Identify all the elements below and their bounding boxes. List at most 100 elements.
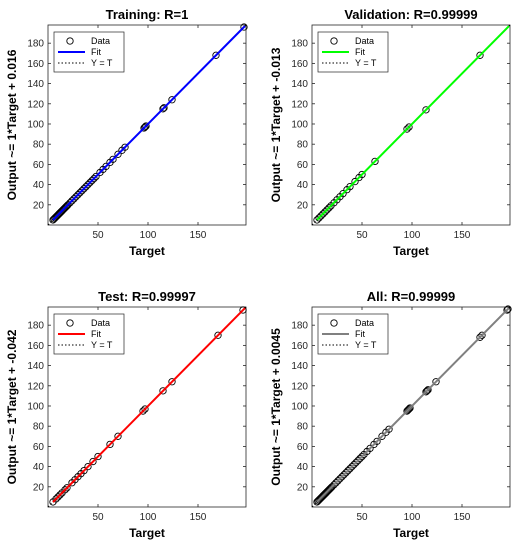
x-tick-label: 50 bbox=[92, 512, 104, 523]
data-point bbox=[68, 197, 76, 205]
data-point bbox=[88, 176, 96, 185]
y-tick-label: 40 bbox=[33, 462, 45, 473]
data-point bbox=[66, 199, 74, 207]
y-tick-label: 100 bbox=[27, 401, 44, 412]
chart-title: Training: R=1 bbox=[106, 7, 189, 22]
data-point bbox=[503, 306, 511, 314]
data-point bbox=[86, 178, 94, 187]
x-tick-label: 150 bbox=[454, 512, 471, 523]
y-tick-label: 100 bbox=[27, 119, 44, 130]
y-tick-label: 180 bbox=[291, 39, 308, 50]
data-point bbox=[106, 440, 114, 449]
data-point bbox=[74, 191, 82, 199]
data-point bbox=[62, 203, 70, 211]
fit-line bbox=[52, 307, 246, 503]
data-point bbox=[373, 437, 381, 445]
y-axis-label: Output ~= 1*Target + -0.013 bbox=[269, 47, 283, 202]
y-tick-label: 180 bbox=[291, 321, 308, 332]
legend-data-label: Data bbox=[91, 36, 110, 46]
y-tick-label: 60 bbox=[297, 160, 309, 171]
y-tick-label: 80 bbox=[33, 140, 45, 151]
data-point bbox=[342, 469, 350, 477]
legend-data-label: Data bbox=[91, 318, 110, 328]
legend-data-marker bbox=[66, 319, 74, 327]
data-point bbox=[56, 491, 64, 499]
data-point bbox=[358, 170, 366, 179]
x-tick-label: 100 bbox=[404, 512, 421, 523]
x-axis-label: Target bbox=[129, 244, 165, 258]
y-tick-label: 160 bbox=[291, 59, 308, 70]
data-point bbox=[168, 378, 176, 386]
data-point bbox=[476, 333, 484, 341]
data-point bbox=[371, 157, 379, 166]
y-tick-label: 160 bbox=[27, 59, 44, 70]
data-point bbox=[325, 204, 333, 212]
data-point bbox=[321, 208, 329, 216]
data-point bbox=[159, 105, 167, 113]
y-tick-label: 100 bbox=[291, 119, 308, 130]
data-point bbox=[159, 387, 167, 395]
data-point bbox=[142, 122, 150, 130]
y-tick-label: 60 bbox=[33, 160, 45, 171]
data-point bbox=[422, 106, 430, 114]
data-point bbox=[313, 216, 321, 224]
data-point bbox=[168, 96, 176, 104]
data-point bbox=[326, 485, 334, 493]
data-point bbox=[366, 444, 374, 453]
data-point bbox=[403, 125, 411, 133]
y-tick-label: 140 bbox=[27, 79, 44, 90]
x-tick-label: 50 bbox=[92, 230, 104, 241]
data-point bbox=[89, 457, 97, 466]
legend-data-label: Data bbox=[355, 36, 374, 46]
data-point bbox=[356, 454, 364, 463]
fit-line bbox=[316, 25, 510, 221]
legend-fit-label: Fit bbox=[91, 329, 101, 339]
legend-data-marker bbox=[330, 37, 338, 45]
y-tick-label: 120 bbox=[291, 99, 308, 110]
data-point bbox=[141, 123, 149, 131]
data-point bbox=[84, 180, 92, 189]
chart-title: Validation: R=0.99999 bbox=[344, 7, 477, 22]
y-tick-label: 20 bbox=[33, 200, 45, 211]
data-point bbox=[141, 405, 149, 413]
data-point bbox=[121, 143, 129, 151]
legend-identity-label: Y = T bbox=[355, 340, 377, 350]
y-tick-label: 160 bbox=[291, 341, 308, 352]
fit-line bbox=[316, 307, 510, 503]
data-point bbox=[332, 479, 340, 487]
y-axis-label: Output ~= 1*Target + 0.0045 bbox=[269, 328, 283, 486]
data-point bbox=[422, 388, 430, 396]
y-tick-label: 80 bbox=[33, 422, 45, 433]
data-point bbox=[476, 51, 484, 59]
data-point bbox=[54, 493, 62, 501]
data-point bbox=[76, 189, 84, 197]
data-point bbox=[82, 182, 90, 191]
chart-title: All: R=0.99999 bbox=[367, 289, 456, 304]
data-point bbox=[358, 452, 366, 461]
x-tick-label: 50 bbox=[356, 512, 368, 523]
data-point bbox=[109, 155, 117, 163]
data-point bbox=[90, 174, 98, 183]
data-point bbox=[328, 483, 336, 491]
data-point bbox=[338, 473, 346, 481]
y-tick-label: 40 bbox=[297, 462, 309, 473]
legend-fit-label: Fit bbox=[355, 329, 365, 339]
data-point bbox=[346, 464, 354, 473]
y-tick-label: 140 bbox=[27, 361, 44, 372]
x-tick-label: 100 bbox=[140, 512, 157, 523]
chart-title: Test: R=0.99997 bbox=[98, 289, 196, 304]
data-point bbox=[214, 331, 222, 339]
chart-panel-1: 50 100 150 20 40 60 80 100 120 140 160 180 Training:… bbox=[5, 7, 248, 258]
legend-fit-label: Fit bbox=[355, 47, 365, 57]
y-tick-label: 120 bbox=[27, 99, 44, 110]
y-tick-label: 120 bbox=[27, 381, 44, 392]
y-tick-label: 100 bbox=[291, 401, 308, 412]
legend-identity-label: Y = T bbox=[91, 340, 113, 350]
data-point bbox=[78, 187, 86, 195]
y-tick-label: 180 bbox=[27, 39, 44, 50]
y-tick-label: 20 bbox=[297, 482, 309, 493]
y-tick-label: 20 bbox=[297, 200, 309, 211]
